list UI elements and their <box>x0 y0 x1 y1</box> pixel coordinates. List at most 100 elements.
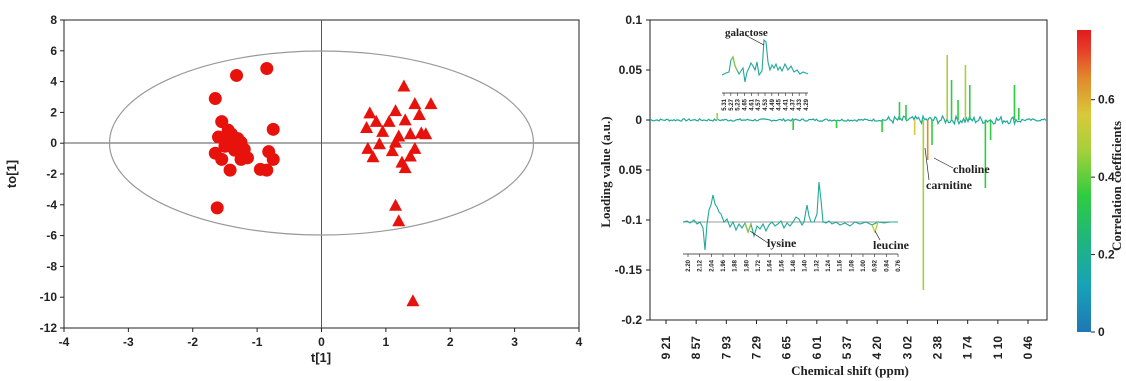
loading-y-tick-label: 0.1 <box>625 13 642 27</box>
score-y-tick-label: -4 <box>46 198 57 212</box>
inset-bottom-tick-label: 0.92 <box>873 259 879 271</box>
inset-top-ticks: 5.31 5.27 5.23 4.65 4.61 4.57 4.53 4.49 4.45 4.41… <box>722 93 810 111</box>
score-point-circle <box>215 152 229 166</box>
annotation-choline: choline <box>953 162 990 176</box>
score-point-triangle <box>408 141 422 154</box>
loading-x-tick-label: 1 10 <box>991 336 1005 360</box>
loading-y-tick-label: -0.15 <box>615 263 643 277</box>
annotation-galactose: galactose <box>725 27 768 39</box>
score-point-triangle <box>361 141 375 154</box>
inset-bottom-tick-label: 1.40 <box>803 259 809 271</box>
loading-x-tick-label: 8 57 <box>689 336 703 360</box>
inset-lysine-leucine: 2.20 2.12 2.04 1.96 1.88 1.80 1.72 1.64 1.56 1.48… <box>682 181 910 272</box>
score-point-triangle <box>392 214 406 227</box>
leucine-arrow <box>874 230 881 241</box>
inset-galactose: 5.31 5.27 5.23 4.65 4.61 4.57 4.53 4.49 4.45 4.41… <box>721 27 810 111</box>
inset-bottom-tick-label: 1.80 <box>744 259 750 271</box>
score-point-circle <box>230 68 244 82</box>
inset-top-tick-label: 4.37 <box>790 98 796 110</box>
score-point-triangle <box>389 198 403 211</box>
inset-bottom-tick-label: 2.04 <box>709 259 715 271</box>
colorbar-ticks: 0.6 0.4 0.2 0 <box>1091 93 1115 339</box>
inset-top-tick-label: 4.53 <box>763 98 769 110</box>
score-plot-x-label: t[1] <box>311 350 331 365</box>
loading-y-tick-label: 0.05 <box>619 163 643 177</box>
score-x-tick-label: -2 <box>187 335 198 349</box>
score-point-circle <box>260 62 274 76</box>
inset-bottom-tick-label: 1.72 <box>756 259 762 271</box>
inset-top-tick-label: 5.23 <box>736 98 742 110</box>
loading-y-tick-label: -0.1 <box>621 213 642 227</box>
score-point-triangle <box>398 113 412 126</box>
inset-bottom-tick-label: 1.64 <box>768 259 774 271</box>
carnitine-arrow <box>924 147 930 181</box>
inset-bottom-tick-label: 2.12 <box>698 259 704 271</box>
loading-x-tick-label: 3 02 <box>900 336 914 360</box>
inset-top-tick-label: 4.61 <box>749 98 755 110</box>
score-point-triangle <box>406 294 420 307</box>
score-x-tick-label: 2 <box>447 335 454 349</box>
inset-top-tick-label: 4.49 <box>770 98 776 110</box>
score-point-triangle <box>398 161 412 174</box>
loading-y-tick-label: 0 <box>635 113 642 127</box>
loading-x-tick-label: 4 20 <box>870 336 884 360</box>
score-y-tick-label: 6 <box>50 44 57 58</box>
galactose-arrow <box>744 34 765 46</box>
inset-top-tick-label: 4.41 <box>784 98 790 110</box>
loading-x-tick-label: 2 38 <box>931 336 945 360</box>
inset-lysine-highlight <box>744 222 752 234</box>
inset-bottom-tick-label: 0.84 <box>884 259 890 271</box>
annotation-leucine: leucine <box>873 238 910 252</box>
inset-top-tick-label: 4.57 <box>756 98 762 110</box>
inset-bottom-tick-label: 1.56 <box>779 259 785 271</box>
score-point-circle <box>223 163 237 177</box>
inset-lysine-trace <box>682 181 898 251</box>
annotation-lysine: lysine <box>767 236 797 250</box>
colorbar: 0.6 0.4 0.2 0 Correlation coefficients <box>1077 30 1124 339</box>
score-point-triangle <box>389 104 403 117</box>
loading-x-tick-label: 7 29 <box>750 336 764 360</box>
score-point-triangle <box>412 107 426 120</box>
inset-bottom-ticks: 2.20 2.12 2.04 1.96 1.88 1.80 1.72 1.64 1.56 1.48… <box>686 254 902 272</box>
score-point-triangle <box>385 144 399 157</box>
score-point-triangle <box>397 79 411 92</box>
inset-bottom-tick-label: 2.20 <box>686 259 692 271</box>
colorbar-label: Correlation coefficients <box>1109 121 1124 251</box>
score-y-tick-label: 2 <box>50 105 57 119</box>
loading-plot: 0.1 0.05 0 0.05 -0.1 -0.15 -0.2 9 21 8 57 7 93 7 … <box>598 13 1048 378</box>
score-point-triangle <box>366 150 380 163</box>
inset-bottom-tick-label: 1.24 <box>826 259 832 271</box>
score-point-triangle <box>424 97 438 110</box>
score-point-triangle <box>408 97 422 110</box>
score-y-tick-label: -10 <box>40 290 58 304</box>
score-point-circle <box>218 135 232 149</box>
inset-bottom-tick-label: 1.00 <box>861 259 867 271</box>
loading-y-tick-label: -0.2 <box>621 313 642 327</box>
score-point-triangle <box>363 106 377 119</box>
score-x-tick-label: -1 <box>252 335 263 349</box>
score-x-tick-label: 3 <box>511 335 518 349</box>
loading-plot-y-label: Loading value (a.u.) <box>598 116 613 227</box>
loading-plot-x-label: Chemical shift (ppm) <box>791 363 909 378</box>
score-point-circle <box>266 122 280 136</box>
score-point-triangle <box>382 114 396 127</box>
score-y-tick-label: 4 <box>50 75 57 89</box>
inset-top-tick-label: 4.65 <box>743 98 749 110</box>
score-x-tick-label: 4 <box>576 335 583 349</box>
score-plot-points <box>208 62 438 307</box>
inset-galactose-trace <box>721 38 809 83</box>
score-point-triangle <box>403 127 417 140</box>
score-point-triangle <box>360 121 374 134</box>
loading-x-tick-label: 6 65 <box>780 336 794 360</box>
score-point-circle <box>262 145 276 159</box>
inset-bottom-tick-label: 0.76 <box>896 259 902 271</box>
loading-y-tick-label: 0.05 <box>619 63 643 77</box>
inset-top-tick-label: 4.45 <box>777 98 783 110</box>
loading-x-tick-label: 9 21 <box>659 336 673 360</box>
colorbar-tick-label: 0.2 <box>1098 248 1115 262</box>
score-point-triangle <box>376 124 390 137</box>
inset-top-tick-label: 4.29 <box>804 98 810 110</box>
score-plot-x-ticks: -4 -3 -2 -1 0 1 2 3 4 <box>59 328 583 349</box>
score-point-triangle <box>372 137 386 150</box>
